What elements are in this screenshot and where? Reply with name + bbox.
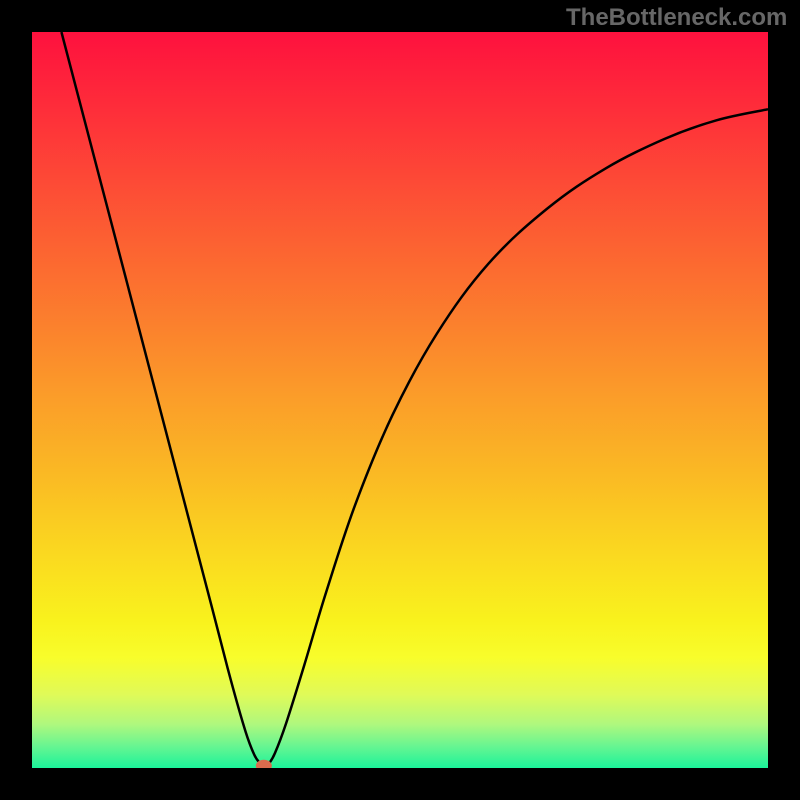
chart-container: TheBottleneck.com	[0, 0, 800, 800]
curve-left-branch	[61, 32, 260, 764]
watermark-text: TheBottleneck.com	[566, 4, 787, 32]
plot-area	[32, 32, 768, 768]
curve-layer	[32, 32, 768, 768]
curve-right-branch	[269, 109, 768, 763]
